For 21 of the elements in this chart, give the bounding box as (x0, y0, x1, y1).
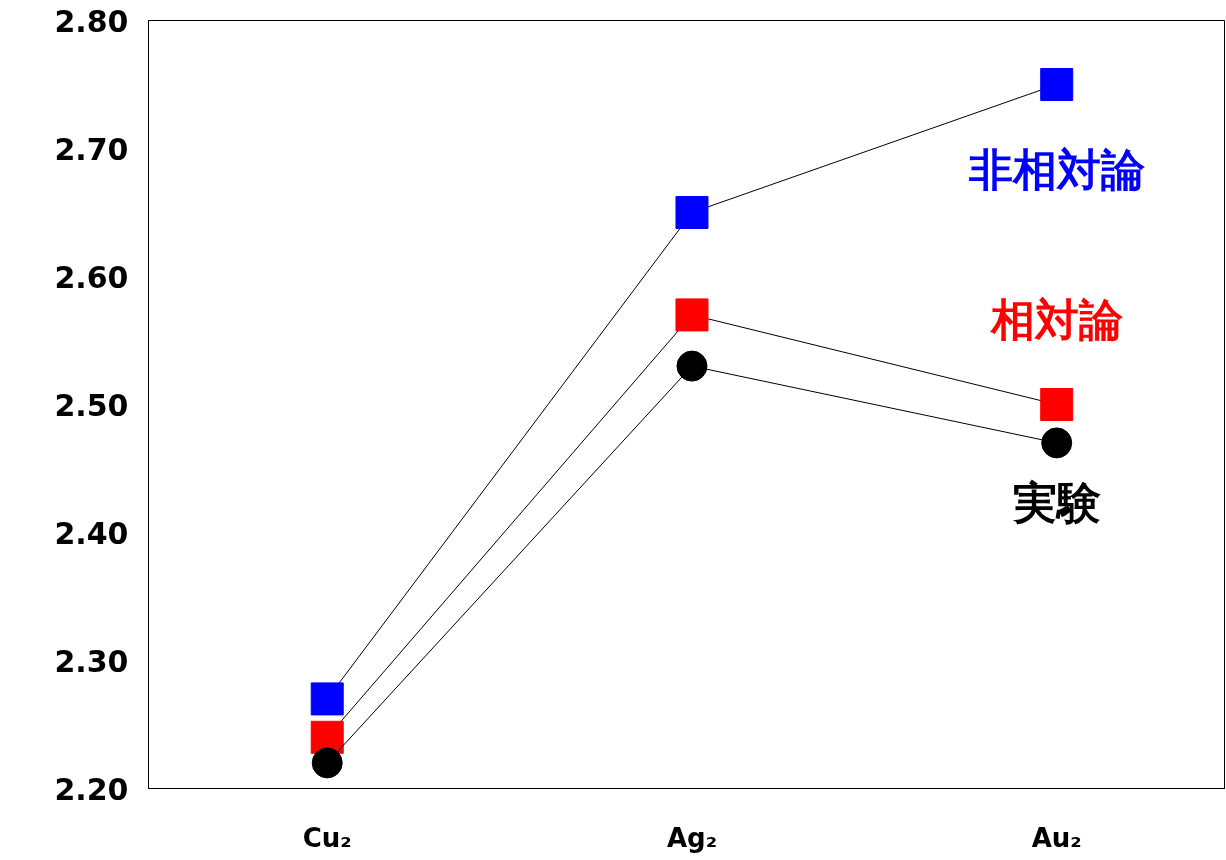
point (1040, 388, 1074, 421)
x-tick-label: Ag₂ (666, 822, 718, 853)
y-tick-label: 2.20 (54, 771, 129, 807)
x-tick-label: Cu₂ (302, 822, 352, 853)
y-tick-label: 2.60 (54, 259, 129, 295)
point (1040, 68, 1074, 101)
point (676, 350, 708, 382)
point (310, 682, 344, 716)
point (311, 747, 343, 779)
y-tick-label: 2.40 (54, 515, 129, 551)
series-label: 非相対論 (967, 144, 1146, 195)
y-tick-label: 2.70 (54, 131, 129, 167)
point (1041, 427, 1073, 459)
y-tick-label: 2.50 (54, 387, 129, 423)
series-label: 実験 (1011, 477, 1101, 529)
y-tick-label: 2.80 (54, 3, 129, 39)
series-label: 相対論 (988, 294, 1124, 345)
point (675, 298, 709, 332)
y-tick-label: 2.30 (54, 643, 129, 679)
point (675, 196, 709, 229)
x-tick-label: Au₂ (1031, 822, 1082, 853)
